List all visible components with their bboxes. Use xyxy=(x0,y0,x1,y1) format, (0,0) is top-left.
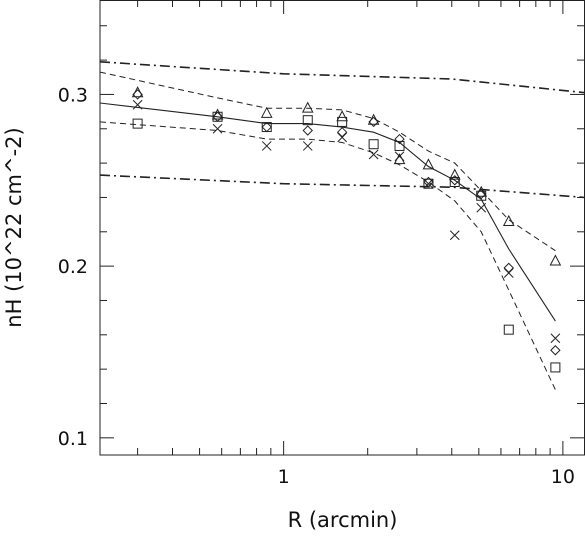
triangle-point xyxy=(502,214,515,226)
triangle-point xyxy=(336,110,348,122)
diamond-point xyxy=(550,345,561,356)
cross-point xyxy=(302,141,313,151)
square-point xyxy=(337,116,348,127)
square-point xyxy=(302,115,313,126)
square-point xyxy=(212,111,223,122)
x-tick-label: 1 xyxy=(278,466,290,488)
square-point xyxy=(423,178,434,189)
y-axis-label: nH (10^22 cm^-2) xyxy=(2,127,26,327)
square-point xyxy=(503,324,514,335)
line-dashdot-4 xyxy=(100,174,585,199)
cross-point xyxy=(132,99,143,110)
cross-point xyxy=(212,123,223,134)
diamond-point xyxy=(302,125,313,136)
triangle-point xyxy=(549,254,562,266)
line-dashed-2 xyxy=(100,121,556,391)
cross-point xyxy=(394,151,405,162)
triangle-point xyxy=(422,158,435,170)
diamond-point xyxy=(449,175,460,186)
square-point xyxy=(449,177,460,187)
square-point xyxy=(132,118,143,129)
triangle-point xyxy=(448,168,461,180)
square-point xyxy=(261,122,272,133)
y-tick-label: 0.1 xyxy=(58,428,88,450)
cross-point xyxy=(261,141,272,151)
cross-point xyxy=(550,333,561,344)
x-tick-label: 10 xyxy=(551,466,575,488)
diamond-point xyxy=(132,89,143,100)
line-dashed-1 xyxy=(100,71,556,252)
triangle-point xyxy=(260,106,273,118)
diamond-point xyxy=(368,116,379,128)
diamond-point xyxy=(476,188,487,200)
line-solid-0 xyxy=(100,102,556,322)
cross-point xyxy=(503,268,514,278)
x-axis-label: R (arcmin) xyxy=(288,508,398,532)
cross-point xyxy=(449,230,460,241)
square-point xyxy=(550,362,561,373)
cross-point xyxy=(368,149,379,160)
y-tick-label: 0.2 xyxy=(58,256,88,278)
square-point xyxy=(368,139,379,150)
line-dashdot-3 xyxy=(100,61,585,94)
cross-point xyxy=(337,132,347,143)
diamond-point xyxy=(503,262,514,274)
diamond-point xyxy=(394,133,405,145)
plot-frame xyxy=(99,0,585,456)
cross-point xyxy=(423,178,434,189)
diamond-point xyxy=(336,127,348,138)
square-point xyxy=(476,190,487,201)
triangle-point xyxy=(301,101,314,113)
cross-point xyxy=(476,202,487,213)
y-tick-label: 0.3 xyxy=(58,84,88,106)
square-point xyxy=(394,140,405,151)
